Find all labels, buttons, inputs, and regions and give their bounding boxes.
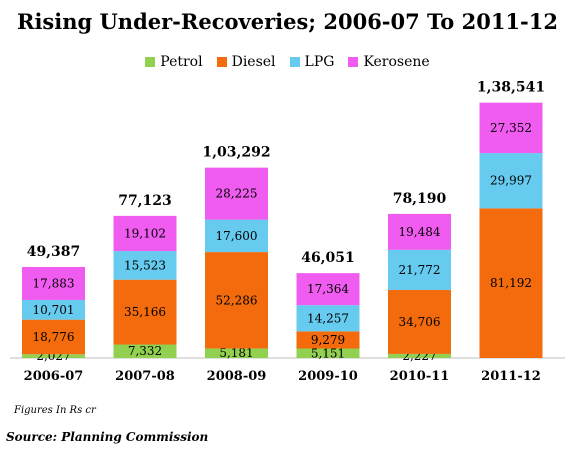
- total-label-2006-07: 49,387: [27, 244, 81, 260]
- bar-petrol-2009-10: [296, 348, 360, 358]
- legend-swatch-lpg: [289, 57, 300, 67]
- total-label-2010-11: 78,190: [393, 191, 447, 207]
- bar-kerosene-2006-07: [22, 266, 85, 300]
- data-label-lpg-2007-08: 15,523: [124, 258, 166, 272]
- bar-diesel-2009-10: [296, 331, 360, 349]
- data-label-lpg-2008-09: 17,600: [216, 229, 258, 243]
- bar-petrol-2010-11: [388, 353, 451, 358]
- data-label-kerosene-2009-10: 17,364: [307, 282, 349, 296]
- footnote: Figures In Rs cr: [14, 405, 96, 416]
- bar-lpg-2006-07: [22, 299, 85, 320]
- legend-label-diesel: Diesel: [231, 54, 276, 70]
- bar-lpg-2009-10: [296, 305, 360, 332]
- bar-petrol-2007-08: [113, 344, 177, 358]
- data-label-kerosene-2010-11: 19,484: [399, 225, 441, 239]
- bar-diesel-2010-11: [388, 289, 451, 354]
- total-label-2007-08: 77,123: [118, 193, 172, 209]
- bar-diesel-2008-09: [205, 252, 268, 349]
- data-label-lpg-2006-07: 10,701: [33, 303, 75, 317]
- total-label-2011-12: 1,38,541: [477, 80, 545, 96]
- total-label-2009-10: 46,051: [301, 250, 355, 266]
- legend-label-kerosene: Kerosene: [363, 54, 430, 70]
- legend-swatch-kerosene: [348, 57, 359, 67]
- data-label-diesel-2008-09: 52,286: [216, 293, 258, 307]
- bar-kerosene-2009-10: [296, 273, 360, 306]
- data-label-diesel-2007-08: 35,166: [124, 305, 166, 319]
- legend-swatch-petrol: [145, 57, 156, 67]
- x-tick-label-2006-07: 2006-07: [24, 369, 84, 384]
- x-tick-label-2007-08: 2007-08: [115, 369, 175, 384]
- x-tick-label-2008-09: 2008-09: [207, 369, 267, 384]
- bar-diesel-2011-12: [479, 208, 543, 358]
- bar-petrol-2008-09: [205, 348, 268, 358]
- data-label-diesel-2010-11: 34,706: [399, 315, 441, 329]
- bar-diesel-2007-08: [113, 279, 177, 345]
- x-tick-label-2010-11: 2010-11: [390, 369, 450, 384]
- data-label-petrol-2008-09: 5,181: [219, 346, 253, 360]
- bar-lpg-2007-08: [113, 251, 177, 280]
- chart-title: Rising Under-Recoveries; 2006-07 To 2011…: [17, 9, 558, 34]
- legend-item-lpg: LPG: [289, 54, 335, 70]
- source-note: Source: Planning Commission: [6, 430, 209, 444]
- bar-kerosene-2010-11: [388, 213, 451, 250]
- data-label-petrol-2009-10: 5,151: [311, 346, 345, 360]
- data-label-diesel-2006-07: 18,776: [33, 330, 75, 344]
- total-label-2008-09: 1,03,292: [202, 145, 270, 161]
- bar-kerosene-2007-08: [113, 215, 177, 252]
- bar-lpg-2008-09: [205, 219, 268, 253]
- data-label-lpg-2010-11: 21,772: [399, 263, 441, 277]
- data-label-kerosene-2008-09: 28,225: [216, 187, 258, 201]
- data-label-lpg-2009-10: 14,257: [307, 311, 349, 325]
- data-label-kerosene-2011-12: 27,352: [490, 121, 532, 135]
- bar-diesel-2006-07: [22, 319, 85, 355]
- data-label-petrol-2007-08: 7,332: [128, 344, 162, 358]
- x-tick-label-2009-10: 2009-10: [298, 369, 358, 384]
- data-label-diesel-2009-10: 9,279: [311, 333, 345, 347]
- legend-item-diesel: Diesel: [216, 54, 276, 70]
- bar-petrol-2006-07: [22, 354, 85, 358]
- data-label-kerosene-2007-08: 19,102: [124, 226, 166, 240]
- data-label-diesel-2011-12: 81,192: [490, 276, 532, 290]
- bar-lpg-2010-11: [388, 249, 451, 290]
- x-tick-label-2011-12: 2011-12: [481, 369, 541, 384]
- data-label-kerosene-2006-07: 17,883: [33, 276, 75, 290]
- bar-kerosene-2008-09: [205, 167, 268, 220]
- legend-label-petrol: Petrol: [160, 54, 203, 70]
- legend-item-kerosene: Kerosene: [348, 54, 430, 70]
- legend-label-lpg: LPG: [304, 54, 335, 70]
- legend: Petrol Diesel LPG Kerosene: [0, 54, 575, 70]
- bar-lpg-2011-12: [479, 153, 543, 209]
- legend-swatch-diesel: [216, 57, 227, 67]
- data-label-lpg-2011-12: 29,997: [490, 174, 532, 188]
- legend-item-petrol: Petrol: [145, 54, 203, 70]
- bar-kerosene-2011-12: [479, 102, 543, 154]
